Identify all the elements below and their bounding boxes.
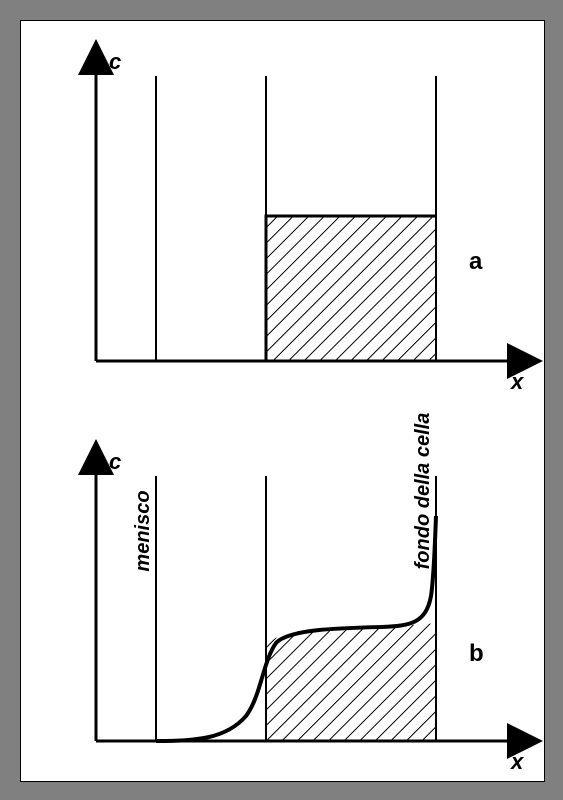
panel-a-x-label: x bbox=[510, 369, 524, 394]
panel-b-label: b bbox=[469, 640, 484, 667]
panel-b-hatched-region bbox=[266, 623, 436, 741]
panel-b-y-label: c bbox=[109, 449, 121, 474]
panel-a-hatched-region bbox=[266, 216, 436, 361]
diagram-svg: c x a menisco fondo della cella c x b bbox=[21, 21, 544, 781]
cell-bottom-label: fondo della cella bbox=[412, 413, 434, 570]
panel-b-x-label: x bbox=[510, 749, 524, 774]
diagram-frame: c x a menisco fondo della cella c x b bbox=[20, 20, 545, 782]
panel-a: c x a bbox=[96, 49, 524, 394]
panel-b: c x b bbox=[96, 449, 524, 774]
panel-a-y-label: c bbox=[109, 49, 121, 74]
panel-a-label: a bbox=[469, 248, 483, 275]
meniscus-label: menisco bbox=[132, 490, 154, 571]
